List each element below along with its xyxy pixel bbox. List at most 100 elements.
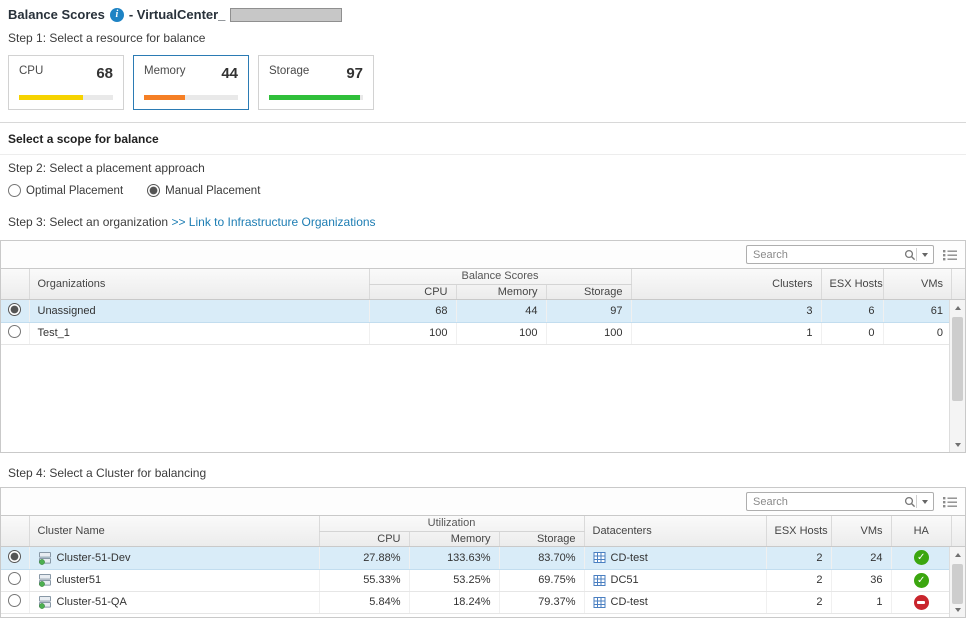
ha-status-icon <box>913 550 929 566</box>
redacted-vcenter-name <box>230 7 343 22</box>
ha-status-icon <box>913 594 929 610</box>
cluster-esx-hosts-cell: 2 <box>765 547 831 570</box>
section-divider-light <box>0 154 966 155</box>
page-title: Balance Scores <box>8 7 105 22</box>
resource-card-memory[interactable]: Memory 44 <box>133 55 249 110</box>
cluster-col-memory[interactable]: Memory <box>408 531 499 546</box>
org-col-clusters[interactable]: Clusters <box>630 269 822 299</box>
org-esx-hosts-cell: 0 <box>820 322 883 345</box>
cluster-storage-cell: 69.75% <box>498 569 584 592</box>
cluster-row-radio-cell <box>1 547 29 570</box>
cluster-ha-cell <box>890 569 951 592</box>
cluster-table-scrollbar[interactable] <box>949 547 965 617</box>
org-col-vms[interactable]: VMs <box>882 269 952 299</box>
manual-placement-option[interactable]: Manual Placement <box>147 184 260 197</box>
step4-label: Step 4: Select a Cluster for balancing <box>8 466 207 480</box>
org-table-scrollbar[interactable] <box>949 300 965 452</box>
org-scroll-thumb[interactable] <box>952 317 963 401</box>
cluster-row-radio[interactable] <box>8 594 22 607</box>
org-row-radio[interactable] <box>8 325 22 338</box>
search-icon[interactable] <box>904 249 916 261</box>
org-col-organizations[interactable]: Organizations <box>28 269 369 299</box>
org-clusters-cell: 3 <box>630 300 821 323</box>
infrastructure-organizations-link[interactable]: >> Link to Infrastructure Organizations <box>171 215 376 229</box>
cluster-col-storage[interactable]: Storage <box>498 531 584 546</box>
org-esx-hosts-cell: 6 <box>820 300 883 323</box>
cluster-memory-cell: 133.63% <box>408 547 499 570</box>
step2-label: Step 2: Select a placement approach <box>8 161 205 175</box>
storage-bar-fill <box>269 95 361 100</box>
cluster-col-name[interactable]: Cluster Name <box>28 516 319 546</box>
cluster-col-datacenters[interactable]: Datacenters <box>583 516 766 546</box>
org-storage-cell: 100 <box>545 322 631 345</box>
org-col-esx-hosts[interactable]: ESX Hosts <box>820 269 884 299</box>
grid-options-icon[interactable] <box>943 496 958 508</box>
cluster-datacenter-cell: DC51 <box>583 569 766 592</box>
cluster-name: cluster51 <box>56 574 102 586</box>
datacenter-icon <box>593 551 606 564</box>
card-score: 44 <box>221 65 238 82</box>
cluster-scroll-thumb[interactable] <box>952 564 963 604</box>
cluster-col-cpu[interactable]: CPU <box>318 531 409 546</box>
card-score: 97 <box>346 65 363 82</box>
cluster-col-vms[interactable]: VMs <box>830 516 891 546</box>
search-dropdown-caret-icon[interactable] <box>922 499 928 504</box>
resource-card-cpu[interactable]: CPU 68 <box>8 55 124 110</box>
org-search-input[interactable] <box>747 248 904 261</box>
page-header: Balance Scores i - VirtualCenter_ <box>0 0 966 25</box>
optimal-placement-radio[interactable] <box>8 184 21 197</box>
placement-options: Optimal Placement Manual Placement <box>0 179 966 208</box>
org-col-memory[interactable]: Memory <box>455 284 546 299</box>
cluster-row-radio[interactable] <box>8 549 22 563</box>
optimal-placement-option[interactable]: Optimal Placement <box>8 184 123 197</box>
cluster-name: Cluster-51-QA <box>56 596 127 608</box>
datacenter-icon <box>593 574 606 587</box>
cluster-table: Cluster Name Utilization Datacenters ESX… <box>0 487 966 618</box>
ha-status-icon <box>913 572 929 588</box>
datacenter-icon <box>593 596 606 609</box>
cluster-cpu-cell: 55.33% <box>318 569 409 592</box>
org-col-storage[interactable]: Storage <box>545 284 632 299</box>
cluster-ha-cell <box>890 591 951 614</box>
org-clusters-cell: 1 <box>630 322 821 345</box>
cpu-bar-track <box>19 95 113 100</box>
org-row-radio[interactable] <box>8 302 22 316</box>
search-icon[interactable] <box>904 496 916 508</box>
info-icon[interactable]: i <box>109 7 124 22</box>
search-dropdown-caret-icon[interactable] <box>922 252 928 257</box>
org-header-corner <box>951 269 965 299</box>
cluster-row-radio-cell <box>1 569 29 592</box>
cluster-header-corner <box>951 516 965 546</box>
org-vms-cell: 61 <box>882 300 951 323</box>
grid-options-icon[interactable] <box>943 249 958 261</box>
vcenter-label: - VirtualCenter_ <box>128 7 226 22</box>
resource-card-storage[interactable]: Storage 97 <box>258 55 374 110</box>
memory-bar-track <box>144 95 238 100</box>
cluster-search-input[interactable] <box>747 495 904 508</box>
org-row-test1[interactable]: Test_1 100 100 100 1 0 0 <box>1 322 951 345</box>
search-divider <box>916 495 917 508</box>
manual-placement-radio[interactable] <box>147 184 161 197</box>
org-col-cpu[interactable]: CPU <box>368 284 456 299</box>
cluster-row-dev[interactable]: Cluster-51-Dev 27.88% 133.63% 83.70% CD-… <box>1 547 951 570</box>
scroll-down-icon[interactable] <box>950 437 965 452</box>
cluster-row-radio[interactable] <box>8 572 22 585</box>
search-divider <box>916 248 917 261</box>
cluster-row-qa[interactable]: Cluster-51-QA 5.84% 18.24% 79.37% CD-tes… <box>1 591 951 614</box>
scroll-up-icon[interactable] <box>950 547 965 562</box>
cluster-col-esx-hosts[interactable]: ESX Hosts <box>765 516 831 546</box>
cluster-group-utilization: Utilization <box>318 516 584 532</box>
cluster-row-cluster51[interactable]: cluster51 55.33% 53.25% 69.75% DC51 2 36 <box>1 569 951 592</box>
cluster-vms-cell: 24 <box>830 547 891 570</box>
org-vms-cell: 0 <box>882 322 951 345</box>
cluster-row-radio-cell <box>1 591 29 614</box>
org-row-radio-cell <box>1 300 29 323</box>
org-row-unassigned[interactable]: Unassigned 68 44 97 3 6 61 <box>1 300 951 323</box>
scroll-up-icon[interactable] <box>950 300 965 315</box>
org-name-cell: Test_1 <box>28 322 369 345</box>
scroll-down-icon[interactable] <box>950 602 965 617</box>
cluster-search-box <box>746 492 934 511</box>
cluster-storage-cell: 83.70% <box>498 547 584 570</box>
datacenter-name: DC51 <box>610 574 639 586</box>
cluster-col-ha[interactable]: HA <box>890 516 951 546</box>
